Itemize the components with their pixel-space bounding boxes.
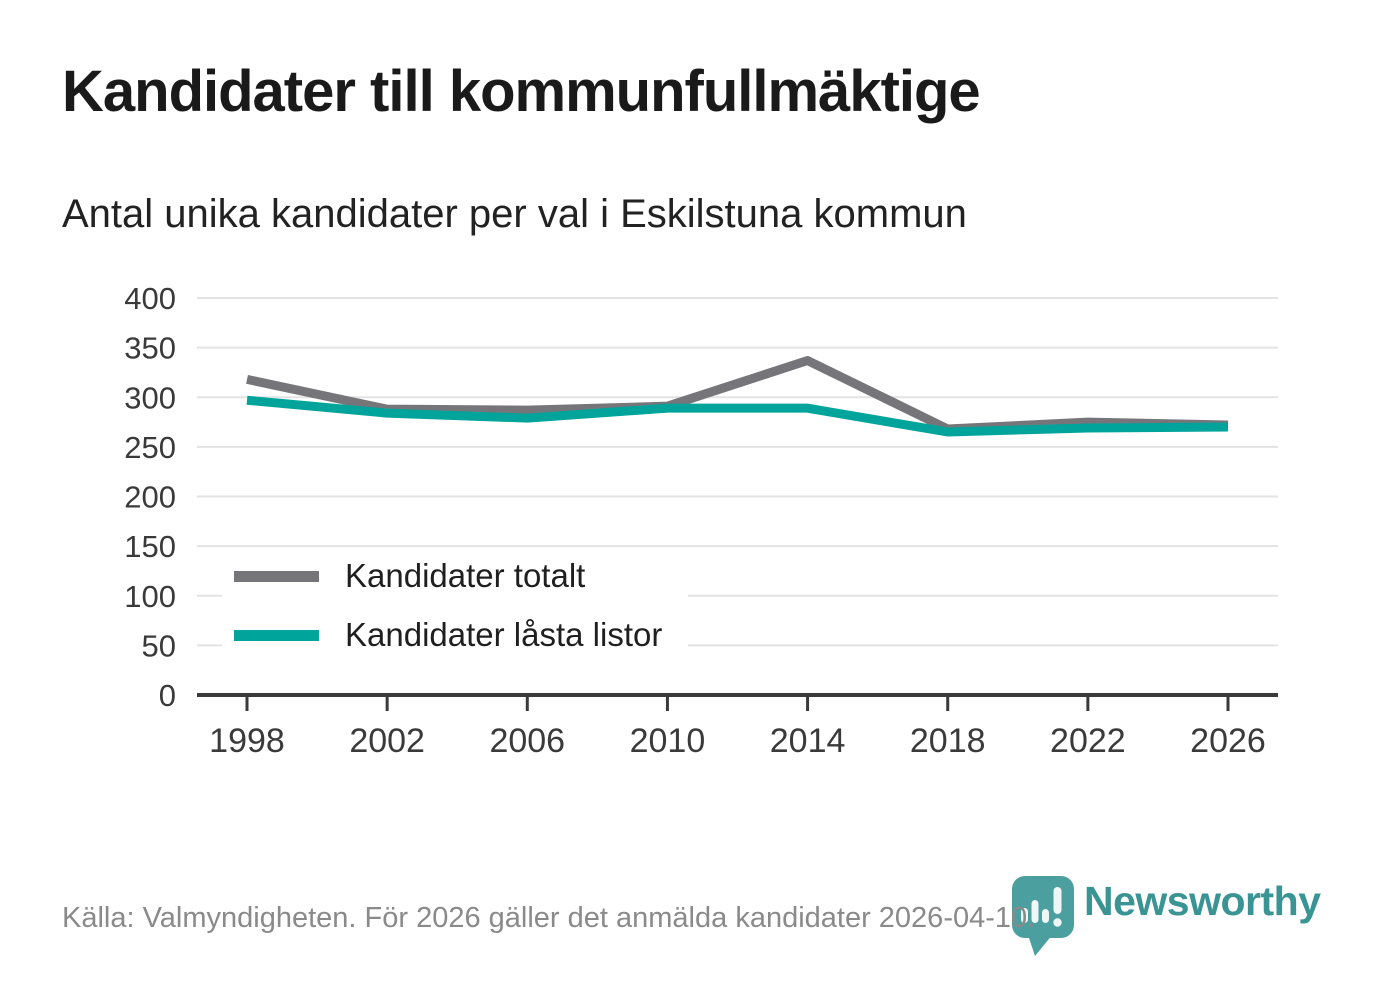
y-tick-label: 100 bbox=[124, 579, 176, 614]
y-tick-label: 300 bbox=[124, 380, 176, 415]
x-tick-label: 2006 bbox=[489, 722, 565, 760]
y-tick-label: 250 bbox=[124, 430, 176, 465]
y-tick-label: 400 bbox=[124, 281, 176, 316]
x-tick-label: 2022 bbox=[1050, 722, 1126, 760]
newsworthy-wordmark: Newsworthy bbox=[1084, 878, 1321, 924]
x-tick-label: 2018 bbox=[910, 722, 986, 760]
x-tick-label: 2014 bbox=[770, 722, 846, 760]
legend-swatch-totalt bbox=[234, 570, 319, 582]
legend-item-totalt: Kandidater totalt bbox=[222, 551, 689, 601]
y-tick-label: 350 bbox=[124, 331, 176, 366]
chart-subtitle: Antal unika kandidater per val i Eskilst… bbox=[62, 192, 967, 236]
x-tick-label: 2010 bbox=[630, 722, 706, 760]
x-tick-label: 1998 bbox=[209, 722, 285, 760]
legend-label-totalt: Kandidater totalt bbox=[345, 557, 586, 594]
legend-swatch-lasta-listor bbox=[234, 629, 319, 641]
x-tick-label: 2026 bbox=[1190, 722, 1266, 760]
y-tick-label: 150 bbox=[124, 529, 176, 564]
y-tick-label: 0 bbox=[159, 678, 176, 713]
source-note: Källa: Valmyndigheten. För 2026 gäller d… bbox=[62, 902, 1036, 934]
series-line-kandidater-lasta-listor bbox=[246, 395, 1229, 437]
newsworthy-logo: Newsworthy bbox=[1012, 876, 1321, 956]
y-tick-label: 200 bbox=[124, 480, 176, 515]
series-line-kandidater-totalt bbox=[246, 356, 1229, 434]
legend: Kandidater totalt Kandidater låsta listo… bbox=[222, 551, 689, 660]
newsworthy-pin-icon bbox=[1012, 876, 1074, 956]
legend-label-lasta-listor: Kandidater låsta listor bbox=[345, 616, 663, 653]
chart-title: Kandidater till kommunfullmäktige bbox=[62, 59, 981, 124]
legend-item-lasta-listor: Kandidater låsta listor bbox=[222, 610, 689, 660]
x-tick-label: 2002 bbox=[349, 722, 425, 760]
y-tick-label: 50 bbox=[142, 628, 176, 663]
